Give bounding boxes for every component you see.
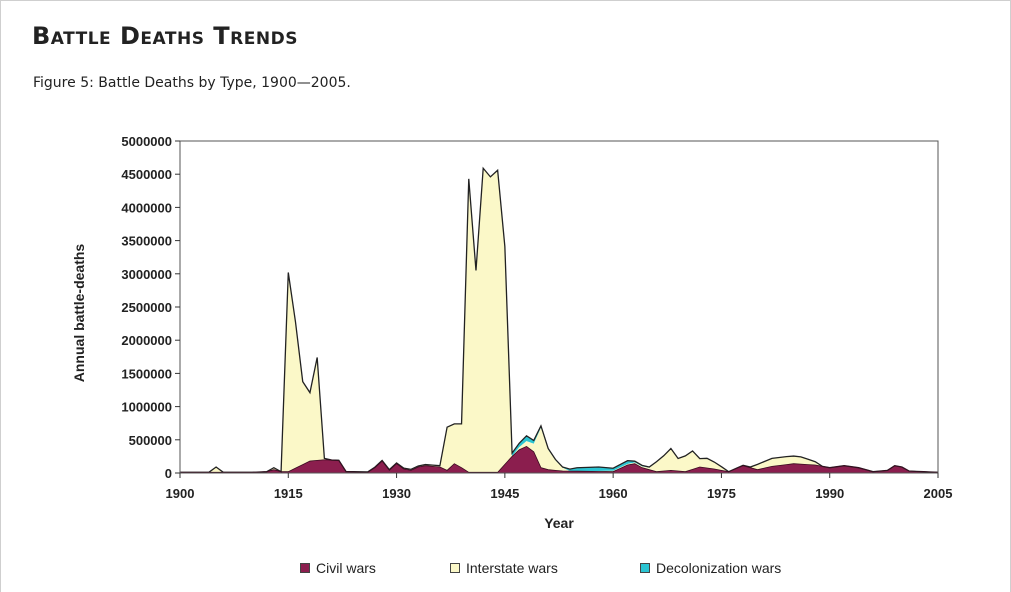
legend-label-civil: Civil wars <box>316 560 376 576</box>
y-tick-label: 2000000 <box>121 333 172 348</box>
legend-swatch-civil <box>300 563 310 573</box>
legend-swatch-interstate <box>450 563 460 573</box>
chart-legend: Civil wars Interstate wars Decolonizatio… <box>0 560 1011 580</box>
x-tick-label: 1900 <box>166 486 195 501</box>
x-tick-label: 1945 <box>490 486 519 501</box>
y-tick-label: 2500000 <box>121 300 172 315</box>
x-tick-label: 2005 <box>924 486 953 501</box>
legend-item-decolonization: Decolonization wars <box>640 560 781 576</box>
series-area-civil <box>180 446 938 473</box>
x-tick-label: 1930 <box>382 486 411 501</box>
x-tick-label: 1960 <box>599 486 628 501</box>
x-tick-label: 1990 <box>815 486 844 501</box>
y-tick-label: 0 <box>165 466 172 481</box>
series-area-interstate <box>180 168 938 473</box>
y-tick-label: 1000000 <box>121 400 172 415</box>
page-heading: Battle Deaths Trends <box>32 22 298 50</box>
legend-label-decolonization: Decolonization wars <box>656 560 782 576</box>
legend-item-civil: Civil wars <box>300 560 376 576</box>
y-tick-label: 3500000 <box>121 234 172 249</box>
y-tick-label: 4000000 <box>121 200 172 215</box>
y-axis-title: Annual battle-deaths <box>71 244 87 383</box>
figure-caption: Figure 5: Battle Deaths by Type, 1900—20… <box>33 75 351 91</box>
legend-item-interstate: Interstate wars <box>450 560 558 576</box>
y-tick-label: 500000 <box>129 433 172 448</box>
y-tick-label: 5000000 <box>121 134 172 149</box>
x-tick-label: 1975 <box>707 486 736 501</box>
series-outline-civil <box>180 445 939 473</box>
legend-swatch-decolonization <box>640 563 650 573</box>
y-tick-label: 3000000 <box>121 267 172 282</box>
y-tick-label: 4500000 <box>121 167 172 182</box>
y-tick-label: 1500000 <box>121 366 172 381</box>
x-axis-title: Year <box>544 515 574 531</box>
legend-label-interstate: Interstate wars <box>466 560 558 576</box>
x-tick-label: 1915 <box>274 486 303 501</box>
series-outline-total <box>180 166 939 473</box>
